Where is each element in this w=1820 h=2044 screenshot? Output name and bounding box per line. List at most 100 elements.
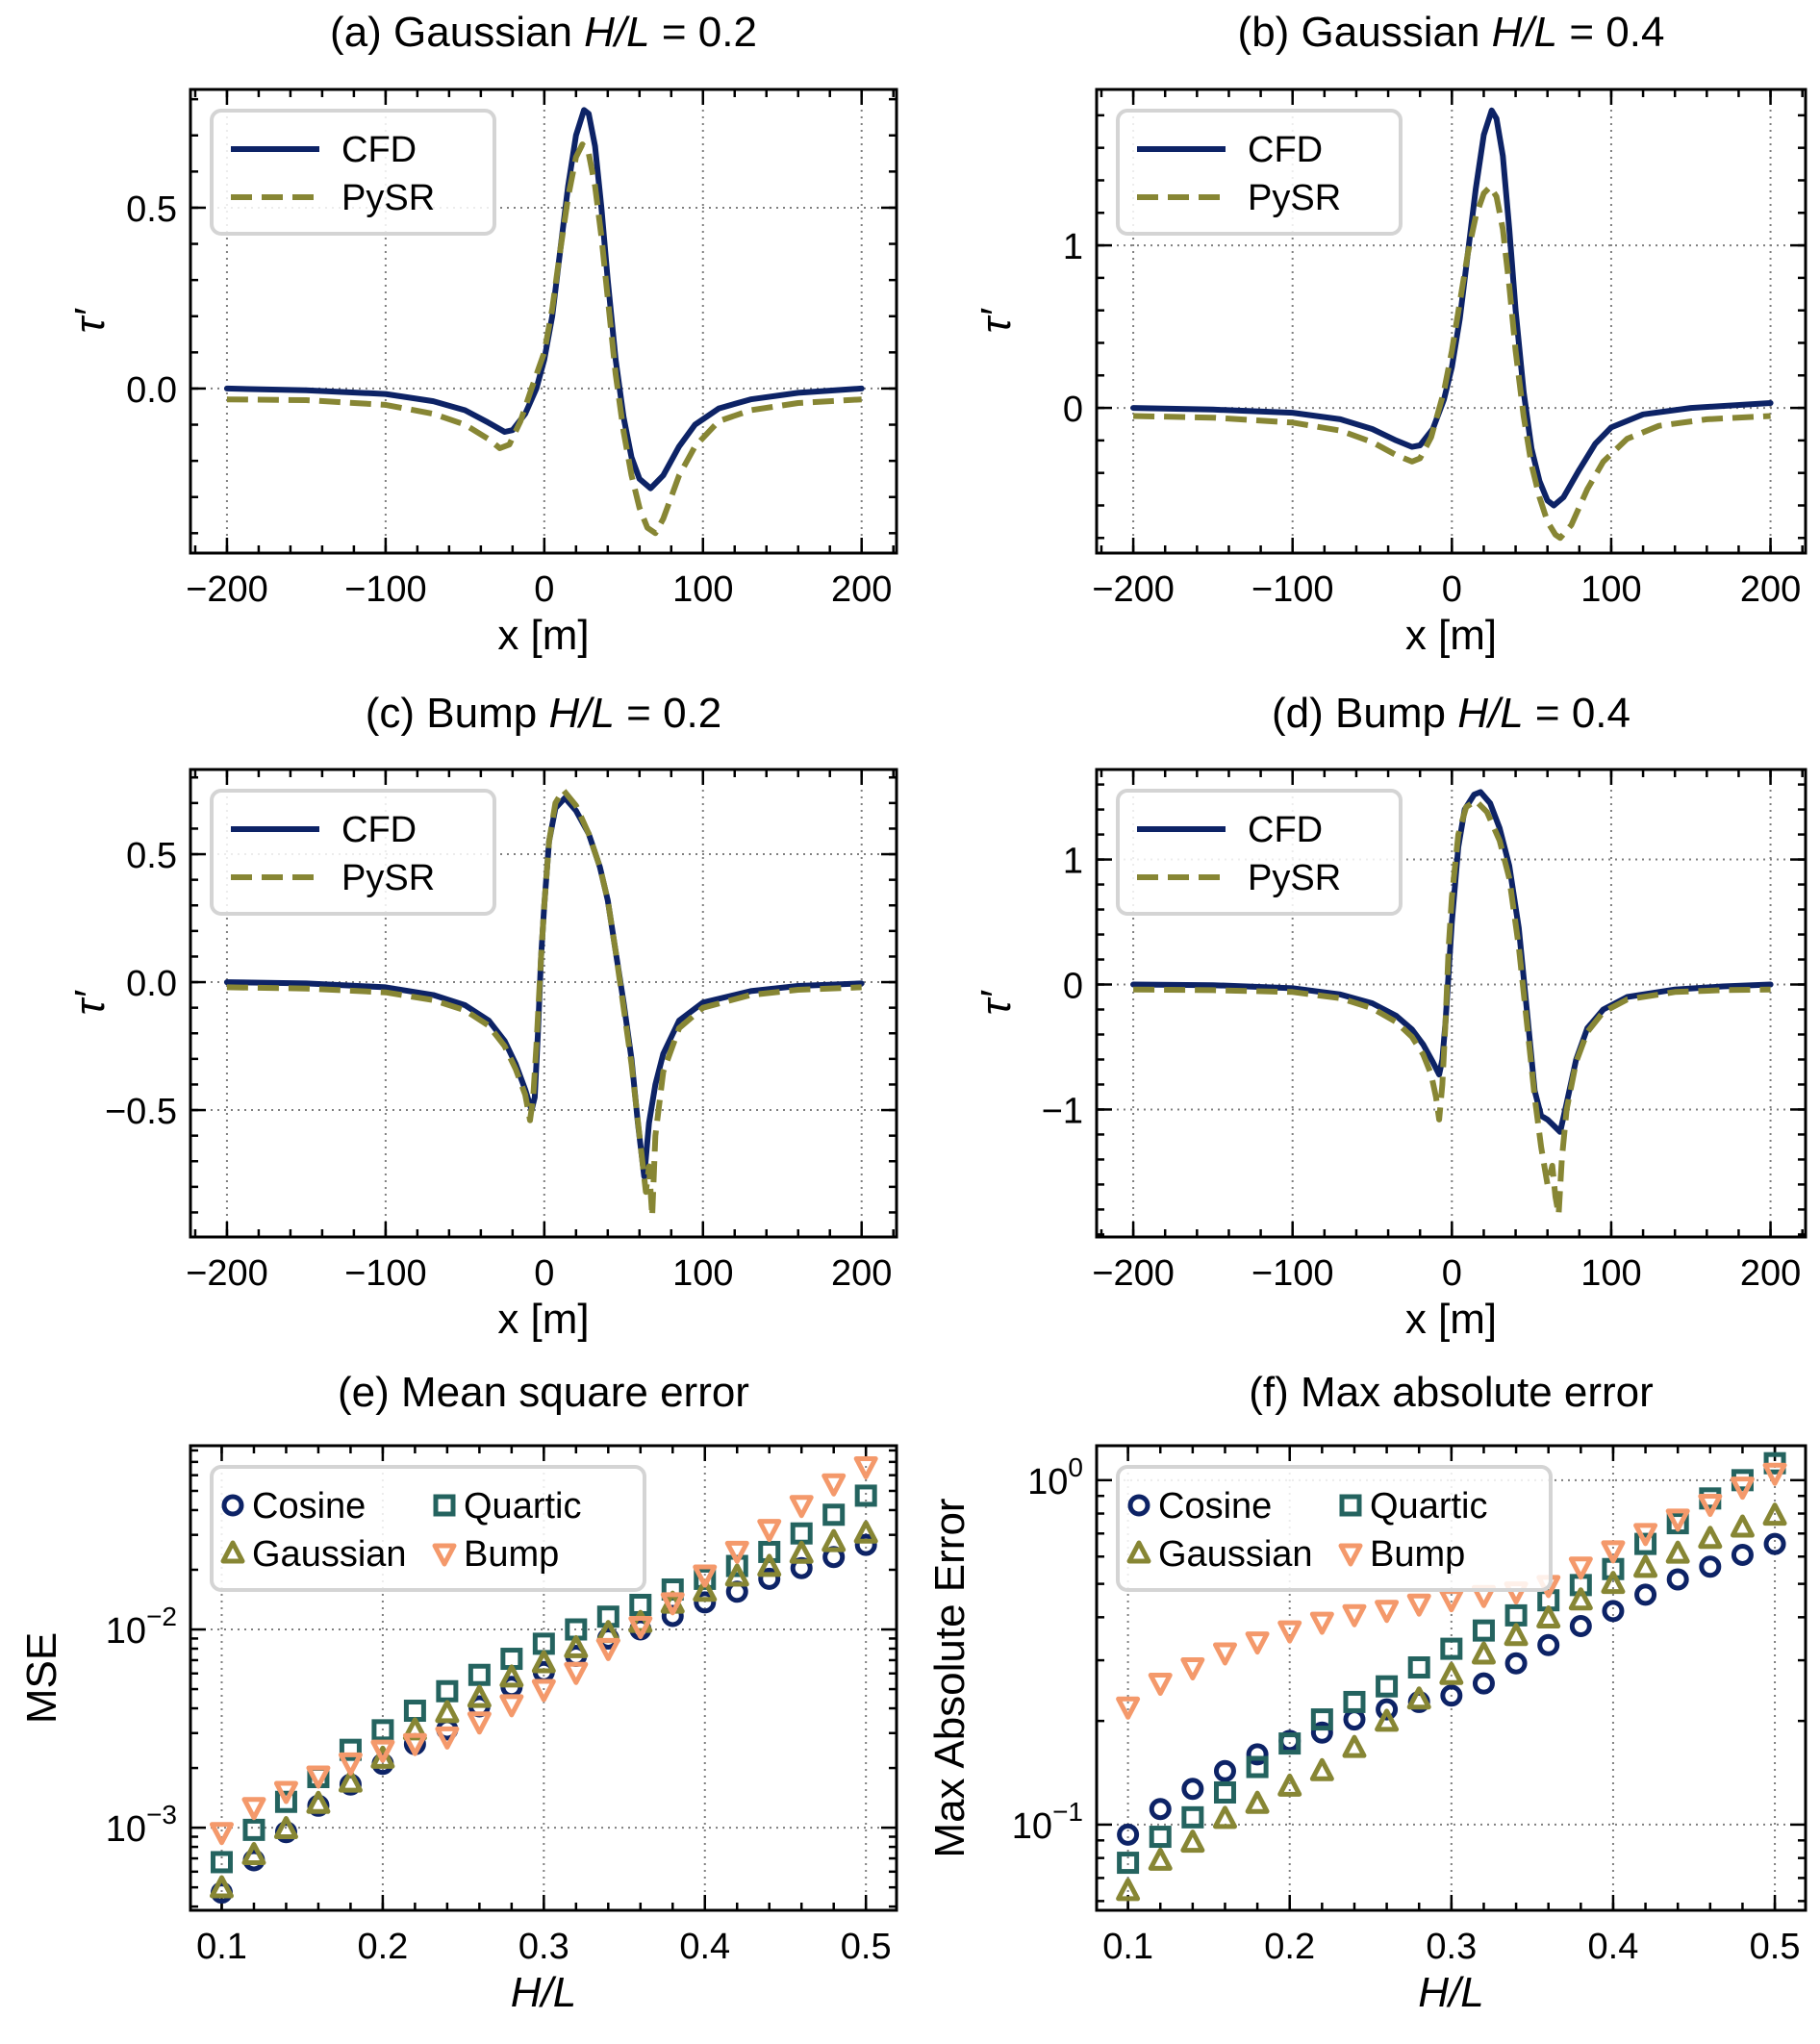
y-axis-label: τ′ — [973, 308, 1020, 333]
legend: Cosine Quartic Gaussian Bump — [210, 1465, 646, 1592]
panel-b: (b) Gaussian H/L = 0.4 −200 −100 0 100 200 0 1 x… — [973, 9, 1807, 659]
data-point-bump — [724, 1540, 749, 1564]
x-axis-label: x [m] — [497, 1296, 589, 1343]
x-axis-label: x [m] — [1405, 612, 1497, 659]
panel-d: (d) Bump H/L = 0.4 −200 −100 0 100 200 −1 0 1 x [… — [973, 690, 1807, 1343]
data-point-bump — [499, 1694, 524, 1718]
y-tick-base: 10 — [106, 1611, 146, 1652]
data-point-bump — [1730, 1476, 1755, 1501]
data-point-gaussian — [1245, 1790, 1270, 1814]
data-point-gaussian — [1309, 1757, 1334, 1781]
data-point-quartic — [1407, 1656, 1430, 1679]
legend-box — [210, 109, 496, 236]
y-tick-exponent: −3 — [146, 1800, 177, 1830]
data-point-gaussian — [1439, 1661, 1464, 1685]
data-point-gaussian — [1504, 1623, 1529, 1647]
legend-marker-cosine — [1127, 1494, 1150, 1517]
x-tick-label: 0.1 — [1102, 1927, 1153, 1967]
data-point-cosine — [1343, 1708, 1366, 1731]
legend-label: Quartic — [1370, 1486, 1487, 1527]
y-axis-label: τ′ — [66, 990, 114, 1015]
data-point-bump — [1212, 1642, 1237, 1666]
data-point-bump — [595, 1637, 620, 1661]
data-point-bump — [1245, 1631, 1270, 1655]
legend-label: CFD — [1248, 130, 1323, 170]
data-point-bump — [531, 1678, 556, 1703]
data-point-cosine — [1149, 1798, 1172, 1821]
data-point-bump — [370, 1739, 395, 1763]
series-line-pysr — [226, 787, 862, 1220]
data-point-quartic — [822, 1503, 846, 1527]
data-point-quartic — [1472, 1619, 1495, 1642]
data-point-bump — [273, 1780, 298, 1804]
data-point-cosine — [1246, 1743, 1269, 1766]
data-point-quartic — [468, 1663, 491, 1686]
y-tick-label: 0 — [1063, 390, 1083, 430]
x-axis-label: H/L — [511, 1969, 576, 2016]
title-prefix: (b) Gaussian — [1238, 9, 1492, 56]
data-point-quartic — [532, 1632, 555, 1655]
data-point-gaussian — [1212, 1805, 1237, 1830]
plot-area — [1130, 107, 1774, 542]
data-point-quartic — [339, 1738, 362, 1761]
legend-box — [1116, 1465, 1553, 1592]
data-point-quartic — [854, 1484, 877, 1507]
axes-frame — [189, 1444, 898, 1912]
legend-label: Gaussian — [1158, 1534, 1313, 1575]
data-point-bump — [1633, 1523, 1658, 1547]
data-point-gaussian — [1342, 1734, 1367, 1758]
panel-a: (a) Gaussian H/L = 0.2 −200 −100 0 100 200 0.0… — [66, 9, 898, 659]
x-tick-label: 0.1 — [196, 1927, 247, 1967]
title-italic: H/L — [1492, 9, 1557, 56]
series-line-cfd — [223, 795, 865, 1180]
panel-c: (c) Bump H/L = 0.2 −200 −100 0 100 200 −0.5 0.0… — [66, 690, 898, 1343]
x-tick-label: 200 — [1740, 569, 1801, 610]
y-tick-label: 1 — [1063, 842, 1083, 882]
data-point-gaussian — [724, 1563, 749, 1587]
legend-marker-gaussian — [220, 1540, 245, 1564]
data-point-gaussian — [1536, 1604, 1561, 1628]
legend-marker-cosine — [221, 1494, 244, 1517]
chart-title: (d) Bump H/L = 0.4 — [1272, 690, 1630, 737]
data-point-bump — [1116, 1696, 1141, 1720]
data-point-gaussian — [435, 1700, 460, 1724]
x-tick-label: 100 — [1580, 1253, 1641, 1294]
data-point-cosine — [1569, 1615, 1592, 1638]
x-tick-label: −100 — [1251, 1253, 1334, 1294]
y-tick-label: −0.5 — [105, 1092, 177, 1132]
title-suffix: = 0.4 — [1557, 9, 1664, 56]
legend: Cosine Quartic Gaussian Bump — [1116, 1465, 1553, 1592]
y-axis-label: τ′ — [66, 308, 114, 333]
data-point-cosine — [1537, 1633, 1560, 1656]
data-point-gaussian — [1471, 1641, 1496, 1665]
legend-label: CFD — [1248, 810, 1323, 850]
x-tick-label: −100 — [1251, 569, 1334, 610]
x-tick-label: −200 — [186, 1253, 268, 1294]
y-tick-base: 10 — [1012, 1806, 1052, 1847]
series-cosine — [1117, 1532, 1786, 1846]
legend-label: CFD — [341, 130, 417, 170]
title-suffix: = 0.4 — [1524, 690, 1630, 737]
data-point-gaussian — [1180, 1830, 1205, 1854]
data-point-gaussian — [1601, 1571, 1626, 1595]
title-italic: H/L — [1457, 690, 1523, 737]
data-point-cosine — [1376, 1698, 1399, 1721]
legend-box — [1116, 109, 1403, 236]
data-point-quartic — [274, 1790, 297, 1813]
data-point-bump — [402, 1732, 427, 1756]
data-point-cosine — [694, 1591, 717, 1614]
data-point-bump — [1375, 1600, 1400, 1624]
legend-marker-quartic — [433, 1494, 456, 1517]
data-point-gaussian — [402, 1717, 427, 1741]
data-point-gaussian — [693, 1578, 718, 1602]
x-tick-label: −200 — [1092, 1253, 1175, 1294]
x-tick-label: 100 — [1580, 569, 1641, 610]
title-prefix: (a) Gaussian — [330, 9, 584, 56]
data-point-bump — [338, 1752, 363, 1776]
y-tick-base: 10 — [106, 1809, 146, 1850]
data-point-gaussian — [499, 1664, 524, 1688]
data-point-gaussian — [338, 1769, 363, 1793]
y-tick-label: 10−1 — [1012, 1797, 1083, 1847]
data-point-cosine — [758, 1567, 781, 1590]
data-point-bump — [693, 1564, 718, 1588]
